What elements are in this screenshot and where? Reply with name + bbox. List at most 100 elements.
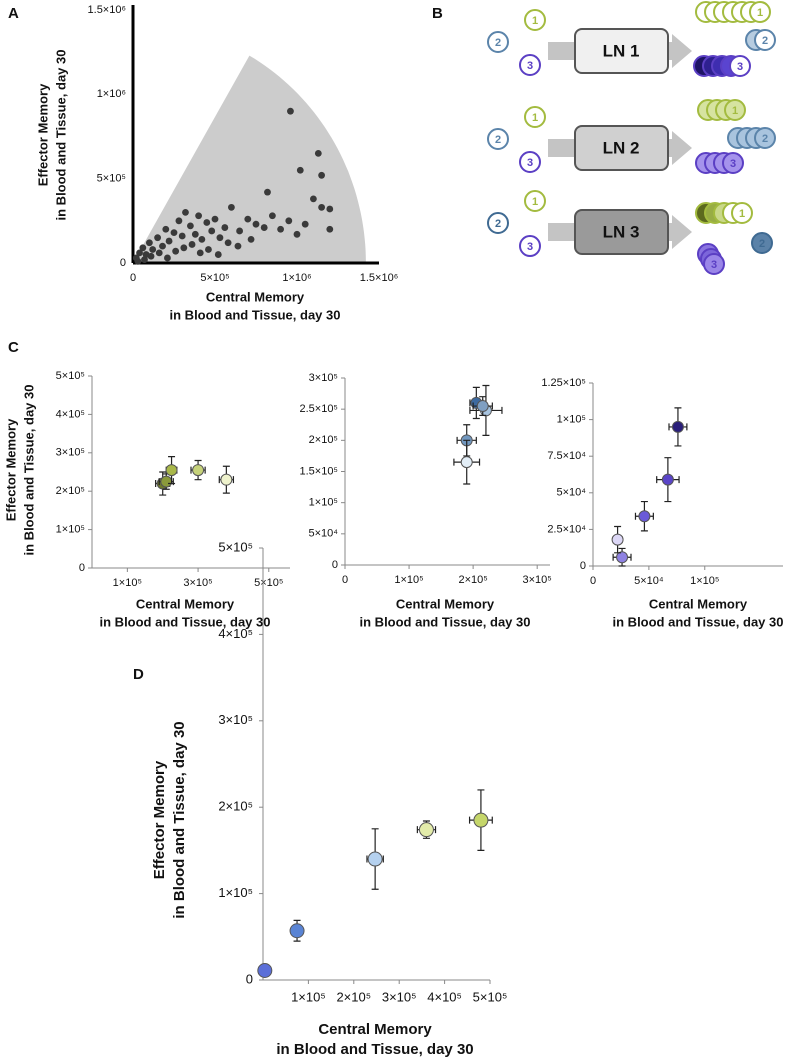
output-clone-label: 1 bbox=[732, 105, 738, 117]
data-point bbox=[164, 254, 171, 262]
data-point bbox=[314, 149, 322, 157]
data-point bbox=[208, 227, 216, 235]
input-clone-label: 3 bbox=[527, 241, 533, 253]
y-axis-label: Effector Memory bbox=[151, 760, 168, 879]
data-point bbox=[154, 234, 162, 242]
y-tick-label: 2.5×10⁴ bbox=[547, 523, 586, 535]
x-tick-label: 1.5×10⁶ bbox=[360, 272, 398, 284]
input-clone-label: 2 bbox=[495, 218, 501, 230]
x-tick-label: 0 bbox=[342, 574, 348, 586]
y-tick-label: 0 bbox=[120, 257, 126, 269]
input-clone-label: 2 bbox=[495, 37, 501, 49]
x-tick-label: 0 bbox=[590, 575, 596, 587]
lymph-node-box bbox=[574, 28, 669, 74]
input-clone bbox=[487, 212, 509, 234]
x-tick-label: 5×10⁵ bbox=[200, 272, 229, 284]
output-clone-label: 1 bbox=[739, 208, 745, 220]
output-clone bbox=[754, 127, 776, 149]
data-point bbox=[147, 252, 155, 260]
x-axis-label: Central Memory bbox=[649, 596, 748, 611]
data-point bbox=[264, 188, 271, 196]
data-point bbox=[269, 212, 276, 220]
data-point bbox=[318, 171, 325, 179]
x-tick-label: 3×10⁵ bbox=[523, 574, 552, 586]
panel-label: A bbox=[8, 5, 19, 22]
output-clone-label: 3 bbox=[711, 259, 717, 271]
data-point bbox=[277, 225, 284, 233]
x-tick-label: 5×10⁴ bbox=[634, 575, 664, 587]
data-point bbox=[149, 246, 157, 253]
output-clone-label: 2 bbox=[762, 35, 768, 47]
data-point bbox=[326, 205, 334, 213]
data-point bbox=[134, 257, 142, 265]
data-point bbox=[191, 230, 199, 238]
input-clone-label: 3 bbox=[527, 157, 533, 169]
panel-label: D bbox=[133, 666, 144, 683]
x-axis-label: in Blood and Tissue, day 30 bbox=[100, 614, 271, 629]
data-point bbox=[160, 475, 173, 488]
data-point bbox=[473, 812, 489, 828]
y-tick-label: 0 bbox=[332, 559, 338, 571]
output-clone bbox=[731, 202, 753, 224]
lymph-node-box bbox=[574, 209, 669, 255]
output-clone bbox=[754, 29, 776, 51]
y-tick-label: 1.5×10⁶ bbox=[88, 4, 126, 16]
data-point bbox=[216, 234, 224, 242]
y-tick-label: 2×10⁵ bbox=[309, 434, 338, 446]
data-point bbox=[155, 249, 163, 257]
x-tick-label: 4×10⁵ bbox=[427, 989, 462, 1004]
y-tick-label: 5×10⁵ bbox=[56, 370, 85, 382]
output-clone-label: 2 bbox=[759, 238, 765, 250]
data-point bbox=[139, 244, 147, 252]
data-point bbox=[671, 420, 684, 433]
shaded-region bbox=[133, 55, 366, 263]
data-point bbox=[611, 533, 624, 546]
data-point bbox=[234, 242, 242, 250]
data-point bbox=[367, 851, 383, 867]
y-tick-label: 1×10⁵ bbox=[56, 524, 85, 536]
data-point bbox=[182, 209, 189, 216]
data-point bbox=[214, 251, 222, 258]
y-tick-label: 0 bbox=[580, 560, 586, 572]
data-point bbox=[661, 473, 674, 486]
data-point bbox=[187, 222, 194, 230]
x-axis-label: Central Memory bbox=[318, 1021, 432, 1038]
output-clone-label: 3 bbox=[730, 158, 736, 170]
x-tick-label: 2×10⁵ bbox=[458, 574, 487, 586]
lymph-node-box bbox=[574, 125, 669, 171]
data-point bbox=[247, 235, 255, 243]
data-point bbox=[285, 217, 293, 225]
output-clone-label: 2 bbox=[762, 133, 768, 145]
data-point bbox=[146, 239, 153, 247]
data-point bbox=[170, 229, 178, 237]
data-point bbox=[192, 464, 205, 477]
data-point bbox=[159, 242, 166, 250]
output-clone bbox=[724, 99, 746, 121]
data-point bbox=[310, 195, 317, 203]
y-tick-label: 4×10⁵ bbox=[56, 408, 85, 420]
output-clone bbox=[703, 253, 725, 275]
data-point bbox=[301, 220, 309, 228]
output-clone bbox=[749, 1, 771, 23]
data-point bbox=[326, 225, 334, 233]
lymph-node-label: LN 3 bbox=[603, 222, 640, 241]
data-point bbox=[224, 239, 232, 247]
y-tick-label: 1×10⁶ bbox=[97, 88, 126, 100]
y-tick-label: 0 bbox=[79, 562, 85, 574]
data-point bbox=[203, 219, 211, 226]
y-tick-label: 3×10⁵ bbox=[56, 447, 85, 459]
y-tick-label: 1×10⁵ bbox=[218, 885, 253, 900]
input-clone-label: 1 bbox=[532, 112, 538, 124]
data-point bbox=[252, 220, 260, 228]
y-tick-label: 4×10⁵ bbox=[218, 626, 253, 641]
panel-label: C bbox=[8, 339, 19, 356]
input-clone bbox=[487, 128, 509, 150]
data-point bbox=[318, 203, 325, 211]
data-point bbox=[180, 244, 188, 252]
data-point bbox=[195, 212, 203, 220]
y-axis-label: in Blood and Tissue, day 30 bbox=[21, 385, 36, 556]
y-tick-label: 1×10⁵ bbox=[309, 497, 338, 509]
y-tick-label: 2.5×10⁵ bbox=[299, 403, 338, 415]
y-tick-label: 1.5×10⁵ bbox=[299, 465, 338, 477]
input-clone bbox=[519, 235, 541, 257]
